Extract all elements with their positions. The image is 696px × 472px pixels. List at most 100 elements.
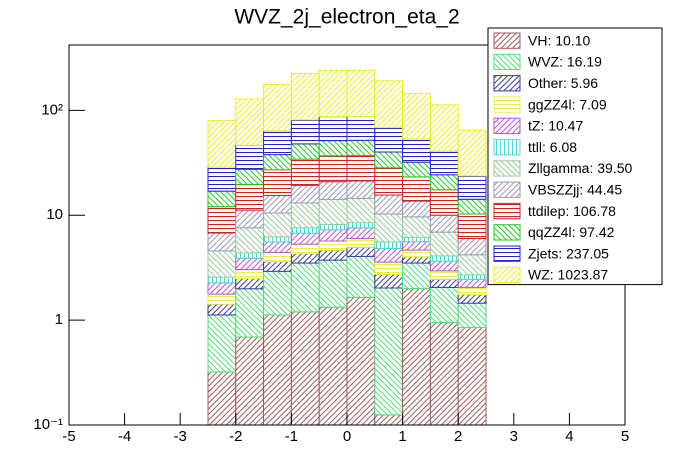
bar-segment [457,327,487,425]
bar-segment [457,175,487,200]
bar-segment [235,268,265,280]
bar-segment [402,200,431,218]
bar-segment [457,129,487,177]
legend-swatch [493,75,521,92]
bar-segment [429,270,459,280]
bar-segment [402,256,431,264]
bar-segment [457,294,487,304]
bar-segment [290,311,320,425]
bar-segment [402,216,431,238]
bar-segment [346,154,376,182]
bar-segment [457,254,487,276]
x-tick-label: 5 [621,428,629,445]
bar-segment [207,120,237,168]
bar-segment [346,227,376,240]
legend-swatch [493,160,521,177]
bar-segment [235,288,265,338]
legend-swatch [493,139,521,156]
bar-segment [290,143,320,160]
bar-segment [318,259,348,308]
bar-segment [207,232,237,252]
bar-segment [318,240,348,251]
bar-segment [346,139,376,156]
bar-segment [346,255,376,298]
bar-segment [457,278,487,288]
bar-segment [263,236,292,243]
bar-segment [346,180,376,199]
legend-swatch [493,32,521,49]
bar-segment [346,296,376,425]
legend-label: VBSZZjj: 44.45 [528,181,622,197]
bar-segment [318,229,348,242]
bar-segment [457,274,487,280]
bar-segment [207,190,237,208]
bar-segment [402,161,431,178]
legend-swatch [493,224,521,241]
bar-segment [457,213,487,240]
bar-segment [374,127,404,153]
bar-segment [263,241,292,253]
legend-label: ttdilep: 106.78 [528,203,616,219]
bar-segment [374,241,404,249]
bar-segment [235,336,265,425]
bar-segment [429,278,459,288]
bar-segment [429,150,459,176]
bar-segment [374,273,404,289]
bar-segment [263,130,292,156]
bar-segment [429,214,459,233]
legend-label: WZ: 1023.87 [528,267,608,283]
bar-segment [318,116,348,142]
bar-segment [290,119,320,145]
legend-label: ggZZ4l: 7.09 [528,96,607,112]
bar-segment [207,166,237,192]
bar-segment [263,195,292,214]
bar-segment [290,262,320,313]
bar-segment [263,251,292,263]
bar-segment [346,115,376,141]
bar-segment [290,158,320,186]
bar-segment [429,321,459,425]
y-tick-label: 1 [55,311,63,328]
bar-segment [235,168,265,185]
bar-segment [402,288,431,425]
x-tick-label: 1 [398,428,406,445]
bar-segment [263,270,292,316]
bar-segment [346,197,376,224]
bar-segment [346,69,376,117]
bar-segment [402,241,431,251]
plot-area [207,69,487,425]
bar-segment [263,314,292,425]
legend-label: ttll: 6.08 [528,139,577,155]
bar-segment [235,252,265,259]
bar-segment [263,154,292,171]
bar-segment [374,213,404,243]
bar-segment [290,202,320,229]
bar-segment [374,287,404,416]
legend-label: Other: 5.96 [528,75,598,91]
bar-segment [346,222,376,229]
bar-segment [318,140,348,157]
legend-swatch [493,53,521,71]
bar-segment [235,209,265,229]
bar-segment [290,232,320,245]
bar-segment [263,83,292,132]
bar-segment [290,253,320,264]
bar-segment [235,183,265,211]
bar-segment [235,278,265,290]
bar-segment [429,260,459,272]
bar-segment [318,223,348,231]
bar-segment [290,184,320,204]
legend-swatch [493,266,521,284]
bar-segment [318,306,348,425]
bar-segment [290,227,320,234]
bar-segment [207,371,237,425]
bar-segment [263,169,292,197]
bar-segment [374,261,404,275]
bar-segment [263,261,292,272]
legend-label: tZ: 10.47 [528,118,583,134]
bar-segment [402,262,431,290]
legend-label: WVZ: 16.19 [528,54,602,70]
bar-segment [207,314,237,373]
legend-swatch [493,245,521,262]
